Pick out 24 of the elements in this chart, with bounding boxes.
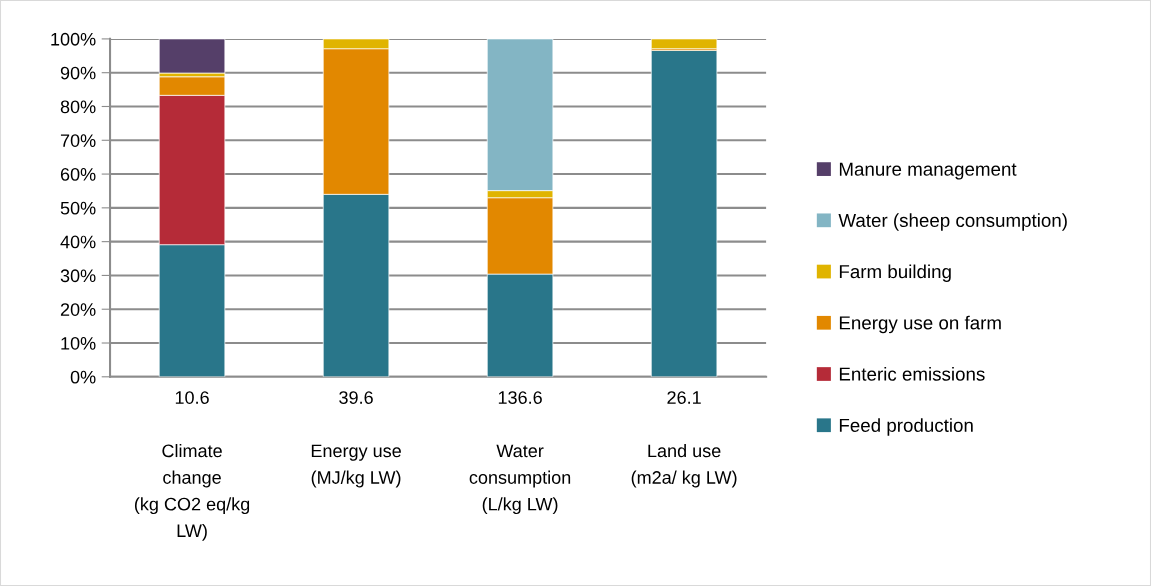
y-tick-label: 40% (60, 235, 96, 249)
legend-label: Feed production (839, 418, 973, 436)
category-label: 26.1 Land use (m2a/ kg LW) (631, 391, 737, 488)
y-tick-label: 80% (60, 100, 96, 114)
y-tick-label: 20% (60, 303, 96, 316)
y-tick-label: 10% (61, 336, 96, 350)
y-tick-label: 70% (60, 134, 96, 147)
bar (650, 38, 718, 50)
y-tick-label: 0% (70, 370, 96, 384)
y-tick-label: 50% (60, 201, 96, 215)
legend-label: Farm building (839, 264, 951, 282)
bar (650, 50, 718, 377)
y-tick-label: 30% (60, 269, 96, 283)
legend-label: Manure management (839, 162, 1017, 180)
y-tick-label: 100% (51, 32, 96, 46)
legend-label: Water (sheep consumption) (838, 213, 1067, 231)
category-label: 10.6 Climate change (kg CO2 eq/kg LW) (134, 391, 250, 541)
category-label: 39.6 Energy use (MJ/kg LW) (311, 391, 401, 488)
y-tick-label: 60% (60, 168, 96, 181)
category-label: 136.6 Water consumption (L/kg LW) (469, 391, 571, 515)
legend-label: Energy use on farm (839, 315, 1001, 334)
legend-label: Enteric emissions (839, 366, 985, 381)
y-tick-label: 90% (60, 66, 96, 80)
bar (158, 38, 226, 74)
